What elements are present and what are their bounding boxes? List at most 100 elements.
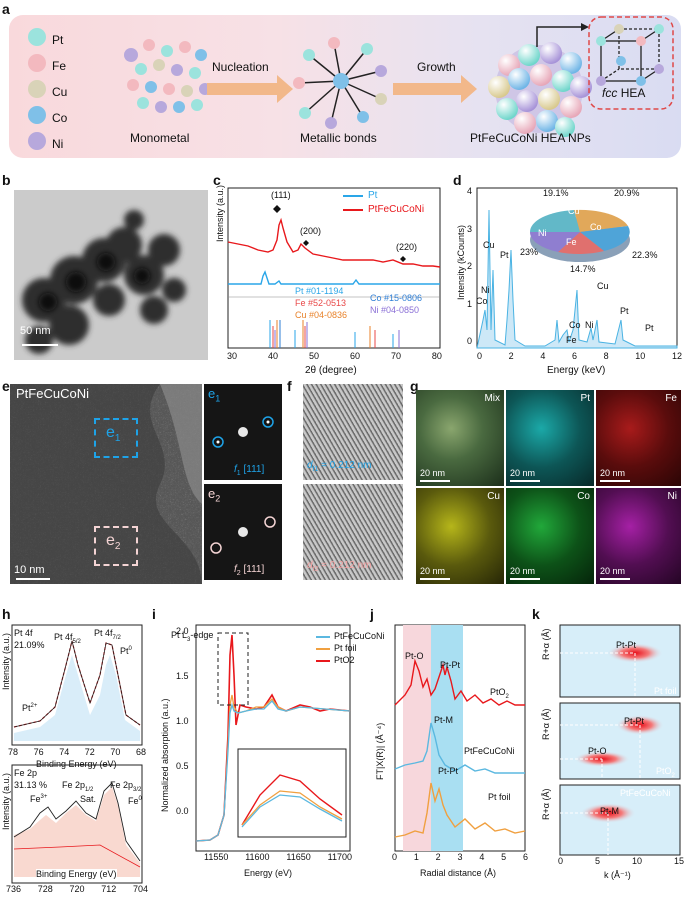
wavelet-ptpt-1: Pt-Pt	[616, 640, 637, 650]
wavelet-xticks: 0 5 10 15	[558, 856, 684, 866]
metallic-bonds-label: Metallic bonds	[300, 131, 377, 145]
d-f2-label: d	[307, 560, 313, 571]
panel-label-j: j	[370, 606, 374, 622]
region-e1-label: e1	[106, 424, 121, 445]
wavelet-pto: Pt-O	[588, 746, 607, 756]
xps-fe-xlabel: Binding Energy (eV)	[36, 869, 117, 879]
scale-bar-e	[16, 578, 50, 580]
wavelet-ylabel-2: R+α (Å)	[541, 708, 551, 740]
xps-pt-72: Pt 4f7/2	[94, 628, 121, 641]
xps-fe-12: Fe 2p1/2	[62, 780, 94, 793]
eds-peak-ni2: Ni	[585, 320, 594, 330]
panel-label-e: e	[2, 378, 10, 394]
panel-label-g: g	[410, 378, 419, 394]
xps-pt-xlabel: Binding Energy (eV)	[36, 759, 117, 769]
legend-labels: Pt Fe Cu Co Ni	[52, 27, 67, 157]
exafs-hea-label: PtFeCuCoNi	[464, 746, 515, 756]
hrtem-title: PtFeCuCoNi	[16, 386, 89, 401]
xps-fe-pct: 31.13 %	[14, 780, 48, 790]
fft-f1-label: f	[234, 464, 237, 475]
exafs-foil-label: Pt foil	[488, 792, 511, 802]
legend-ni: Ni	[52, 137, 64, 151]
region-e1-box	[94, 418, 138, 458]
pie-label-ni: Ni	[538, 228, 547, 238]
xanes-legend-hea: PtFeCuCoNi	[334, 631, 385, 641]
xrd-xticks: 30 40 50 60 70 80	[227, 351, 442, 361]
panel-label-k: k	[532, 606, 540, 622]
xrd-legend-pt: Pt	[368, 190, 378, 201]
exafs-pto2-label: PtO2	[490, 687, 509, 700]
exafs-ylabel: FT|X(R)| (Å⁻⁴)	[375, 722, 385, 780]
xps-fe3: Fe3+	[30, 794, 48, 804]
panel-label-c: c	[213, 172, 221, 188]
panel-label-a: a	[2, 1, 10, 17]
xrd-curve-pt	[228, 270, 440, 285]
xps-pt2: Pt2+	[22, 703, 38, 713]
xps-chart	[11, 624, 143, 884]
wavelet-ptm: Pt-M	[600, 806, 619, 816]
exafs-foil	[394, 782, 526, 838]
eds-xticks: 0 2 4 6 8 10 12	[477, 351, 682, 361]
legend-cu: Cu	[52, 85, 68, 99]
xps-fe-title: Fe 2p	[14, 768, 38, 778]
xps-pt0: Pt0	[120, 646, 132, 656]
map-ni: Ni 20 nm	[596, 488, 681, 584]
exafs-pto2	[394, 658, 525, 706]
panel-label-i: i	[152, 606, 156, 622]
d-f1-label: d	[307, 460, 313, 471]
fft-e1-label: e	[208, 386, 216, 401]
panel-label-b: b	[2, 172, 11, 188]
pie-label-cu: Cu	[568, 206, 580, 216]
xrd-ref-pt: Pt #01-1194	[295, 286, 344, 296]
eds-peak-ni: Ni	[481, 285, 490, 295]
exafs-xlabel: Radial distance (Å)	[420, 868, 497, 878]
panel-a-schematic	[28, 16, 674, 150]
xanes-ylabel: Normalized absorption (a.u.)	[160, 698, 170, 812]
panel-label-h: h	[2, 606, 11, 622]
fft-e1: e1 f1 [111]	[204, 384, 282, 480]
ifft-f2: df2 = 0.212 nm	[303, 484, 403, 580]
xps-pt-ylabel: Intensity (a.u.)	[1, 632, 11, 690]
xanes-legend-foil: Pt foil	[334, 643, 357, 653]
eds-spectrum	[476, 209, 678, 349]
map-pt: Pt 20 nm	[506, 390, 594, 486]
xanes-legend-pto2: PtO2	[334, 655, 355, 665]
element-legend	[28, 28, 46, 150]
xrd-legend	[343, 195, 363, 211]
eds-peak-pt2: Pt	[620, 306, 629, 316]
pie-value-cu: 20.9%	[614, 188, 640, 198]
pie-value-co: 22.3%	[632, 250, 658, 260]
panel-label-f: f	[287, 378, 292, 394]
xrd-peak-200: (200)	[300, 226, 322, 236]
hea-nps-label: PtFeCuCoNi HEA NPs	[470, 131, 591, 145]
nucleation-label: Nucleation	[212, 60, 269, 74]
growth-label: Growth	[417, 60, 456, 74]
ifft-f1: df1 = 0.212 nm	[303, 384, 403, 480]
fft-f2-label: f	[234, 564, 237, 575]
xps-fe-32: Fe 2p3/2	[110, 780, 142, 793]
xrd-ref-co: Co #15-0806	[370, 293, 423, 303]
nucleation-arrow	[207, 75, 293, 103]
xrd-ref-ni: Ni #04-0850	[370, 305, 420, 315]
xps-pt-title: Pt 4f	[14, 628, 33, 638]
region-e2-box	[94, 526, 138, 566]
monometal-label: Monometal	[130, 131, 190, 145]
eds-peak-pt3: Pt	[645, 323, 654, 333]
xps-sat: Sat.	[80, 794, 97, 804]
xrd-peak-220: (220)	[396, 242, 418, 252]
wavelet-ylabel-1: R+α (Å)	[541, 628, 551, 660]
eds-peak-co2: Co	[569, 320, 581, 330]
hea-nanoparticle	[488, 42, 592, 137]
xps-fe-xticks: 736 728 720 712 704	[6, 884, 148, 894]
panel-label-d: d	[453, 172, 462, 188]
wavelet-ptpt-2: Pt-Pt	[624, 716, 645, 726]
xanes-hea	[195, 700, 351, 842]
region-e2-label: e2	[106, 532, 121, 553]
xrd-ylabel: Intensity (a.u.)	[215, 184, 225, 242]
hrtem-image-e: PtFeCuCoNi e1 e2 10 nm	[10, 384, 202, 584]
wavelet-foil: Pt foil	[654, 686, 677, 696]
fcc-cube	[600, 28, 660, 82]
eds-peak-cu2: Cu	[597, 281, 609, 291]
xanes-xlabel: Energy (eV)	[244, 868, 293, 878]
scale-label-e: 10 nm	[14, 564, 45, 576]
